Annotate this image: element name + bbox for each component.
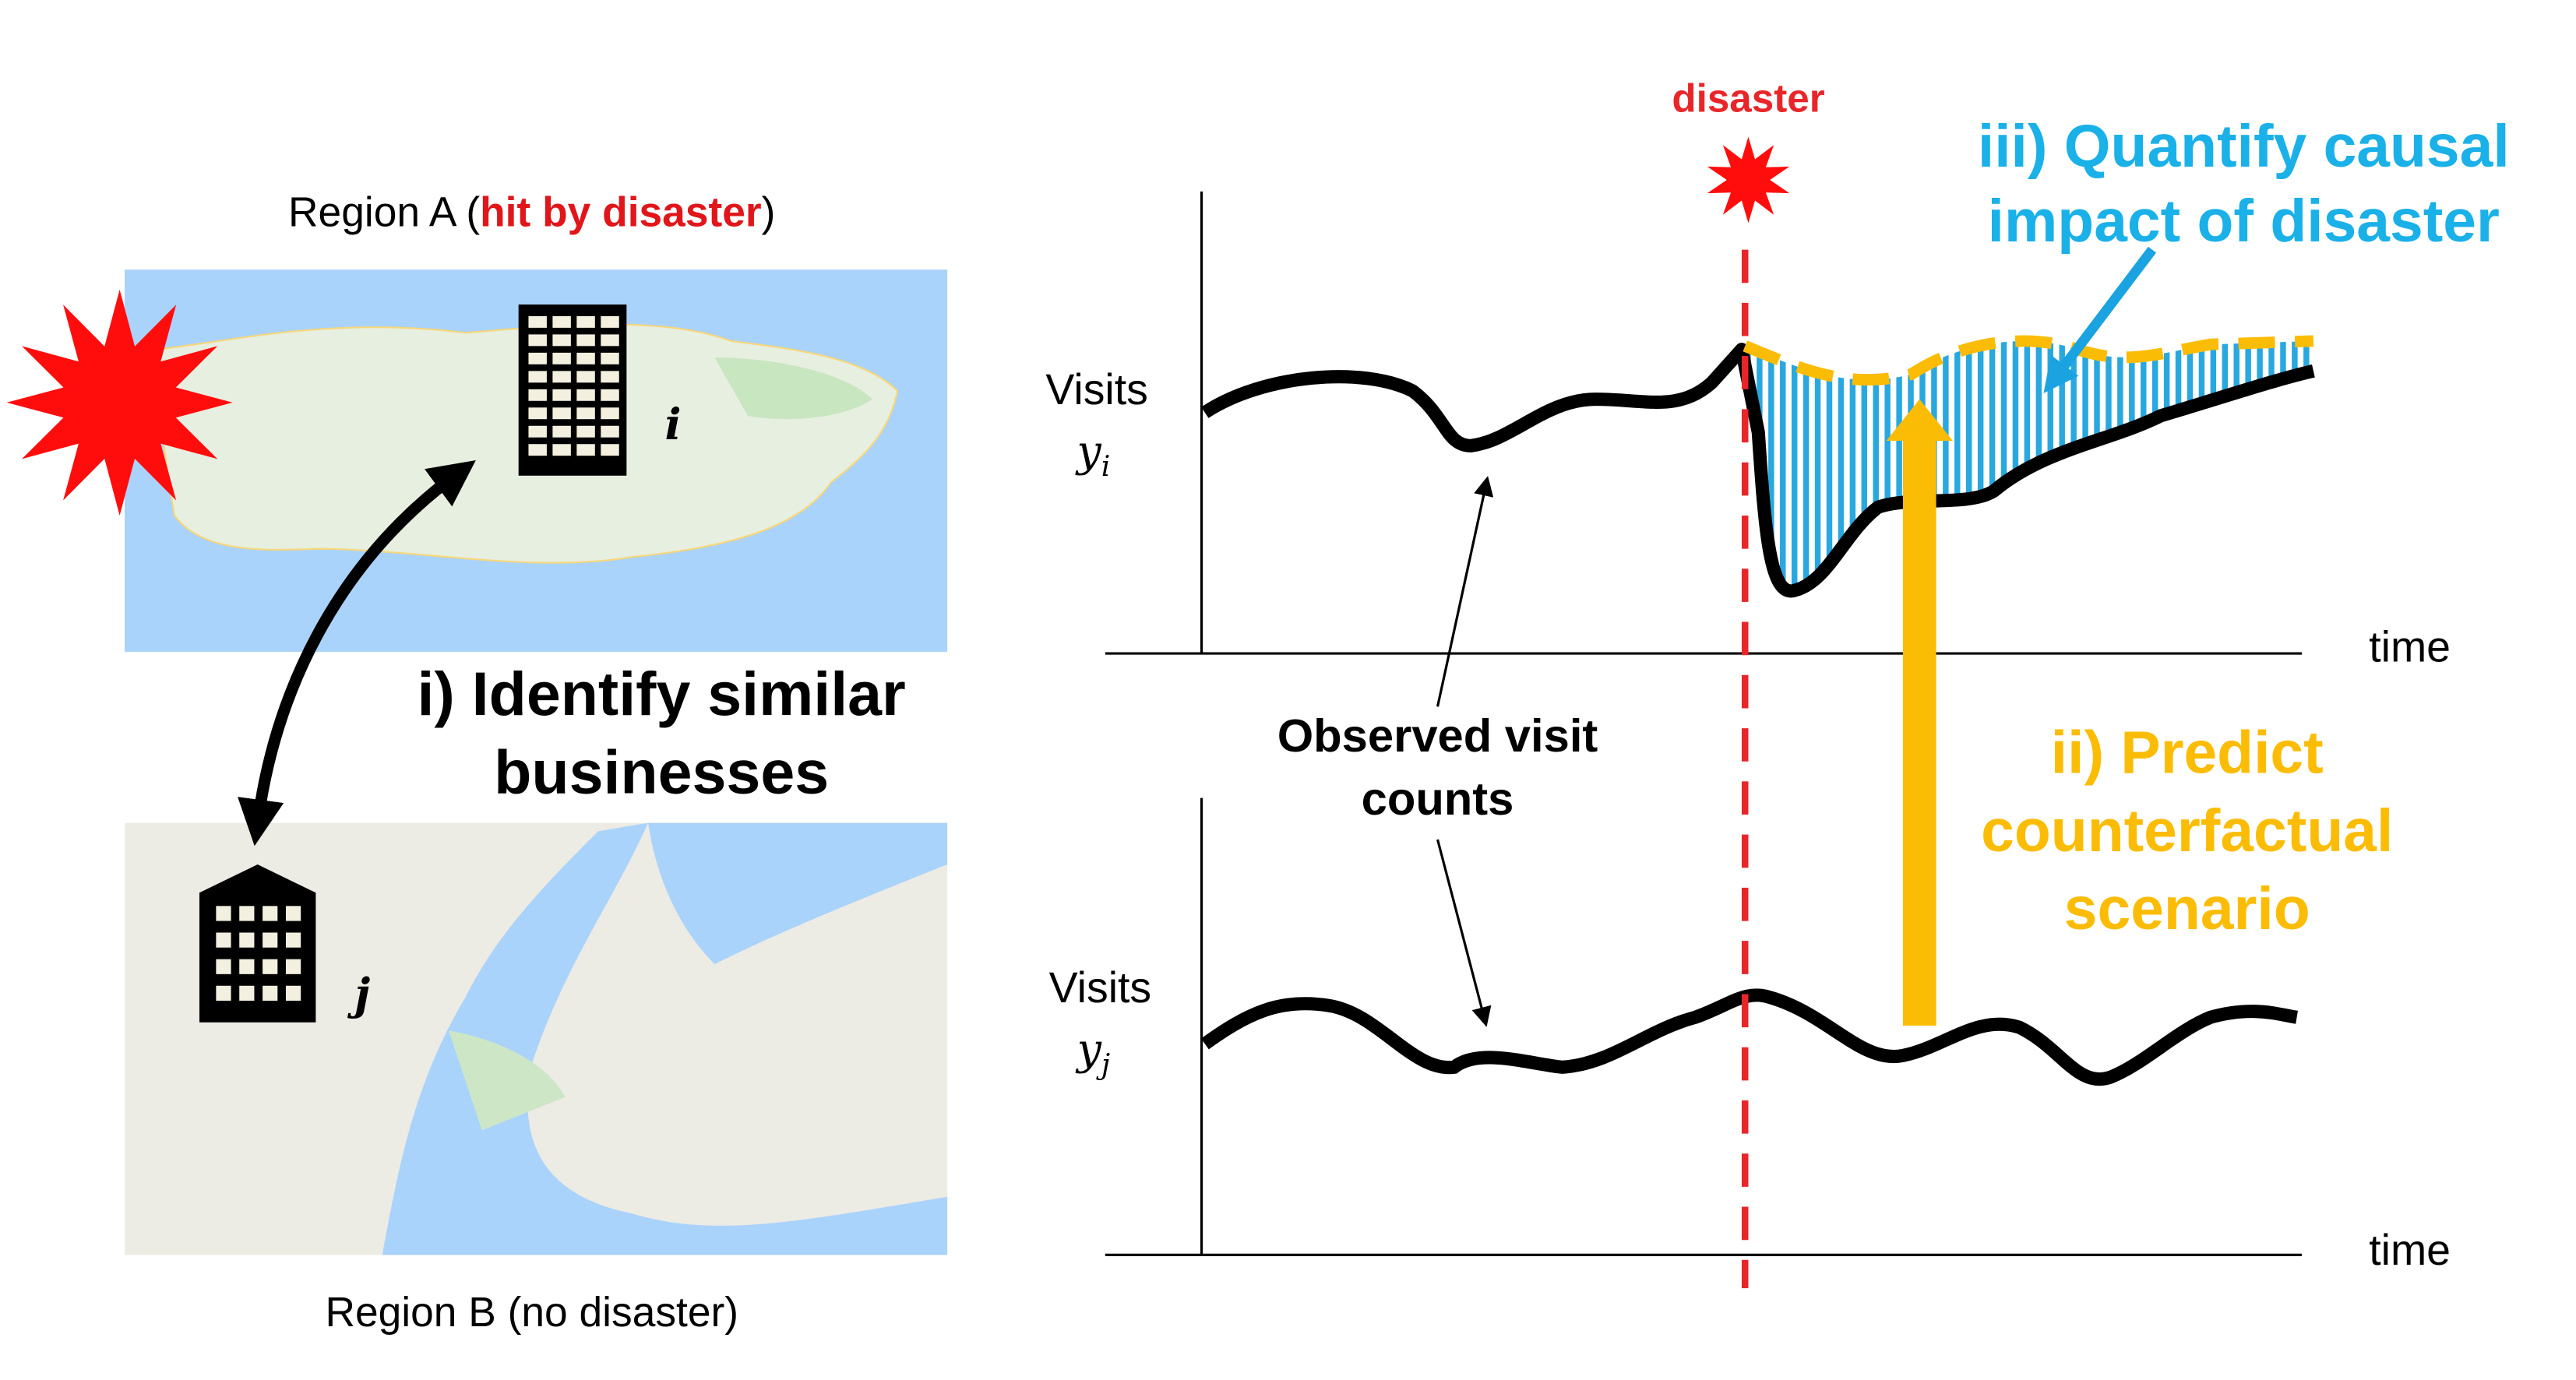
window (601, 315, 619, 328)
window (285, 932, 301, 948)
window (601, 371, 619, 383)
x-label: time (2369, 623, 2451, 671)
window (552, 425, 571, 438)
y-symbol: yi (1074, 427, 1110, 483)
window (601, 407, 619, 420)
window (528, 315, 547, 328)
window (263, 985, 278, 1001)
window (528, 352, 547, 364)
window (576, 334, 595, 347)
window (285, 959, 301, 974)
window (601, 444, 619, 456)
window (601, 425, 619, 438)
step-2-line: ii) Predict (2051, 720, 2324, 787)
window (528, 389, 547, 401)
step-3-line: impact of disaster (1988, 188, 2500, 255)
step-1-line: i) Identify similar (418, 660, 906, 728)
window (552, 334, 571, 347)
window (552, 352, 571, 364)
y-symbol-base: y (1075, 1025, 1102, 1075)
window (239, 932, 255, 948)
window (216, 906, 231, 921)
counterfactual-curve (1743, 335, 2314, 386)
y-symbol: yj (1075, 1025, 1111, 1081)
window (239, 959, 255, 974)
building-a-label: i (665, 400, 682, 450)
window (528, 334, 547, 347)
impact-arrow (2043, 246, 2157, 393)
region-a-highlight: hit by disaster (480, 190, 762, 236)
step-3: iii) Quantify causal impact of disaster (1978, 113, 2510, 255)
region-a-prefix: Region A ( (288, 190, 480, 236)
map-b-park (449, 1030, 566, 1131)
building-a (518, 305, 627, 476)
y-label: Visits (1049, 963, 1152, 1012)
window (576, 371, 595, 383)
window (601, 334, 619, 347)
similarity-arrow (238, 459, 476, 847)
window (263, 932, 278, 948)
region-b-label: Region B (no disaster) (325, 1290, 738, 1336)
prediction-arrow (1886, 399, 1953, 1026)
window (576, 407, 595, 420)
window (528, 444, 547, 456)
window (552, 407, 571, 420)
window (576, 425, 595, 438)
disaster-burst (6, 289, 233, 516)
window (576, 444, 595, 456)
y-label: Visits (1045, 365, 1148, 414)
step-2: ii) Predict counterfactual scenario (1981, 720, 2393, 943)
window (552, 371, 571, 383)
window (216, 932, 231, 948)
map-b-sound (648, 822, 948, 965)
window (576, 352, 595, 364)
window (601, 352, 619, 364)
step-2-line: counterfactual (1981, 797, 2393, 864)
step-1: i) Identify similar businesses (418, 660, 906, 806)
event-label: disaster (1672, 76, 1824, 121)
window (263, 906, 278, 921)
window (285, 985, 301, 1001)
window (239, 985, 255, 1001)
observed-curve-b (1200, 988, 2299, 1086)
y-symbol-sub: i (1101, 449, 1111, 483)
observed-label-line: counts (1362, 773, 1514, 825)
disaster-marker (1707, 136, 1790, 224)
step-2-line: scenario (2064, 875, 2310, 942)
window (552, 315, 571, 328)
window (216, 985, 231, 1001)
observed-label-line: Observed visit (1277, 709, 1598, 762)
step-1-line: businesses (494, 738, 829, 806)
y-symbol-base: y (1074, 427, 1101, 477)
observed-label: Observed visit counts (1277, 709, 1598, 825)
window (552, 389, 571, 401)
observed-curve-a (1201, 343, 2315, 598)
observed-pointer (1436, 839, 1492, 1027)
window (601, 389, 619, 401)
window (528, 425, 547, 438)
window (216, 959, 231, 974)
window (528, 407, 547, 420)
window (528, 371, 547, 383)
window (576, 315, 595, 328)
window (576, 389, 595, 401)
map-b-water (382, 822, 948, 1255)
x-label: time (2369, 1226, 2451, 1274)
window (552, 444, 571, 456)
window (239, 906, 255, 921)
observed-pointer (1436, 476, 1494, 707)
map-a-forest (714, 357, 873, 420)
region-a-suffix: ) (762, 190, 776, 236)
window (263, 959, 278, 974)
building-b (199, 864, 316, 1023)
step-3-line: iii) Quantify causal (1978, 113, 2510, 180)
region-a-label: Region A (hit by disaster) (288, 190, 775, 236)
window (285, 906, 301, 921)
